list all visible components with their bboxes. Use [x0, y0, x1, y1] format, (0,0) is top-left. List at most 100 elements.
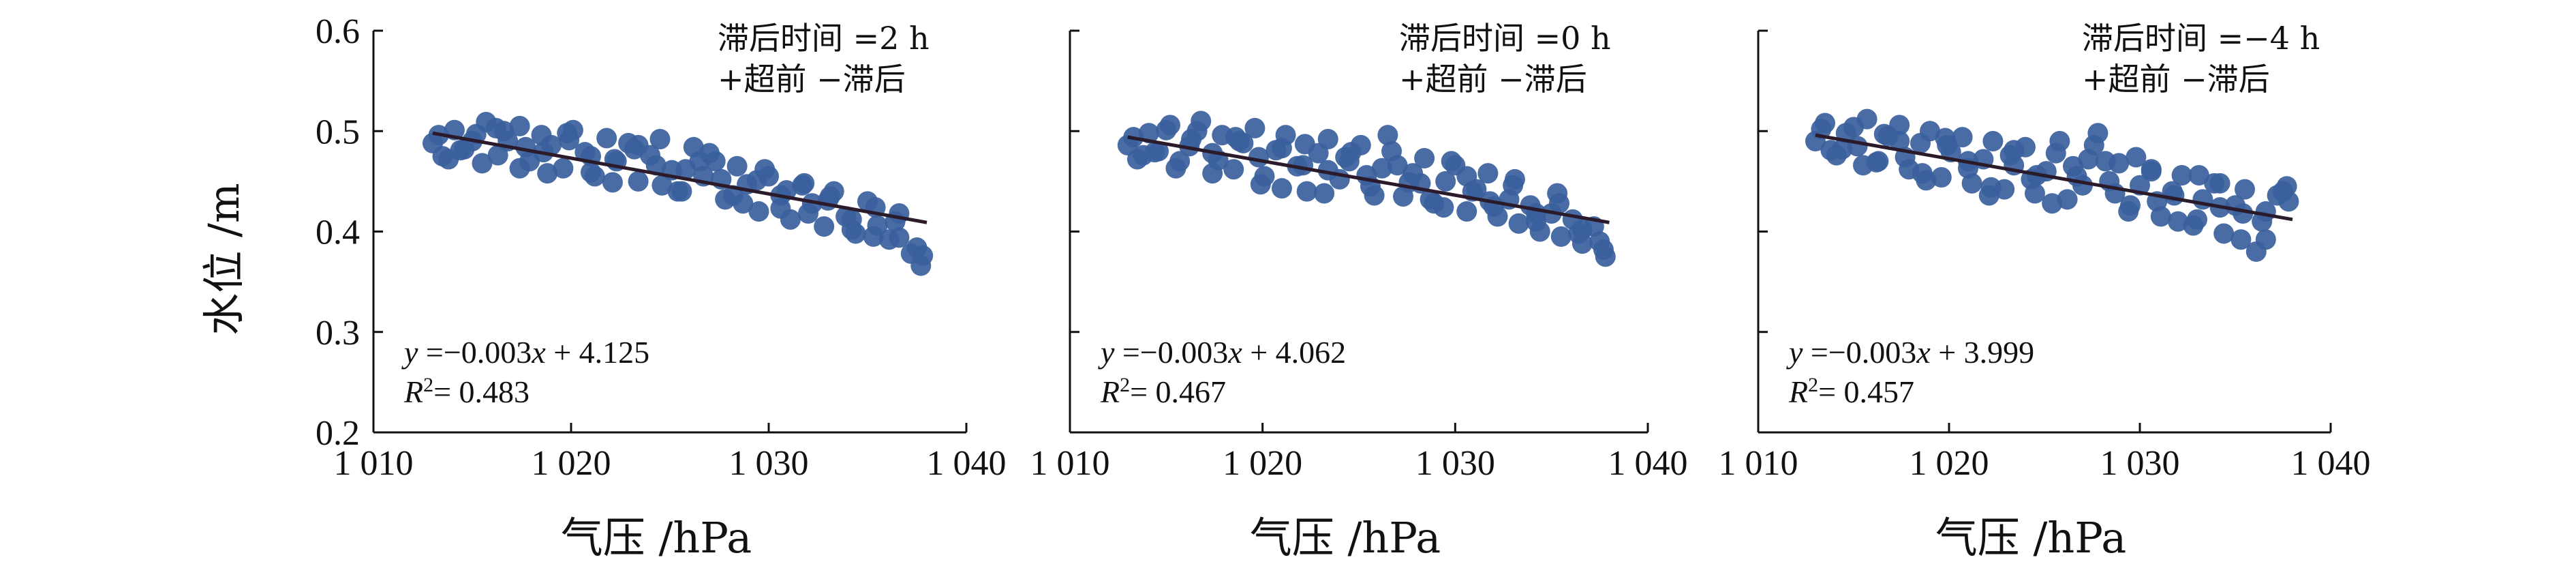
- scatter-point: [770, 198, 791, 219]
- scatter-point: [1186, 121, 1208, 142]
- scatter-point: [1503, 175, 1524, 196]
- lag-time-annotation: 滞后时间 =−4 h: [2082, 20, 2320, 57]
- scatter-point: [628, 170, 649, 192]
- scatter-point: [2278, 191, 2299, 212]
- scatter-point: [2042, 193, 2063, 214]
- scatter-panel-3: 1 010 1 020 1 030 1 040 气压 /hPa 滞后时间 =−4 h +超前…: [1719, 20, 2371, 563]
- scatter-point: [1244, 117, 1266, 138]
- scatter-point: [1820, 140, 1841, 161]
- scatter-point: [913, 245, 934, 266]
- scatter-point: [1225, 127, 1246, 148]
- regression-line: [1815, 133, 2293, 222]
- scatter-point: [2164, 185, 2185, 206]
- scatter-points: [423, 111, 934, 276]
- r-squared: R2= 0.483: [403, 374, 530, 410]
- y-tick-label: 0.5: [316, 113, 360, 151]
- r-squared: R2= 0.457: [1788, 374, 1914, 410]
- y-tick-label: 0.6: [316, 12, 360, 51]
- scatter-point: [794, 173, 815, 194]
- scatter-point: [2049, 130, 2070, 151]
- direction-annotation: +超前 −滞后: [2082, 61, 2270, 98]
- scatter-point: [1477, 163, 1499, 184]
- scatter-point: [2063, 155, 2083, 177]
- scatter-point: [814, 216, 835, 237]
- scatter-point: [1202, 163, 1223, 184]
- scatter-point: [1271, 178, 1292, 199]
- scatter-point: [1165, 158, 1186, 179]
- scatter-point: [645, 155, 666, 176]
- scatter-point: [2213, 223, 2235, 244]
- r-squared: R2= 0.467: [1100, 374, 1226, 410]
- x-tick-label: 1 030: [1415, 444, 1495, 483]
- y-axis-label: 水位 /m: [199, 183, 249, 335]
- scatter-point: [2083, 134, 2104, 155]
- x-axis-label: 气压 /hPa: [561, 513, 752, 563]
- x-tick-label: 1 020: [1910, 444, 1989, 483]
- scatter-point: [1271, 138, 1292, 159]
- scatter-point: [1866, 151, 1887, 173]
- scatter-point: [1248, 147, 1270, 168]
- scatter-point: [1340, 142, 1362, 163]
- scatter-point: [628, 134, 649, 155]
- scatter-point: [1873, 123, 1895, 145]
- scatter-point: [1889, 115, 1910, 136]
- scatter-point: [1314, 183, 1335, 204]
- regression-line: [1127, 135, 1610, 224]
- scatter-point: [1414, 148, 1435, 169]
- scatter-point: [2118, 201, 2139, 222]
- regression-equation: y =−0.003x + 4.125: [401, 335, 649, 370]
- scatter-point: [438, 149, 459, 170]
- scatter-point: [1138, 123, 1159, 144]
- scatter-point: [2004, 140, 2025, 161]
- scatter-point: [1456, 166, 1477, 187]
- scatter-point: [1250, 174, 1271, 195]
- scatter-points: [1117, 110, 1616, 267]
- direction-annotation: +超前 −滞后: [718, 61, 906, 98]
- scatter-point: [1889, 130, 1910, 151]
- x-tick-label: 1 030: [729, 444, 809, 483]
- scatter-point: [746, 170, 767, 191]
- regression-equation: y =−0.003x + 3.999: [1786, 335, 2034, 370]
- lag-time-annotation: 滞后时间 =0 h: [1399, 20, 1611, 57]
- scatter-point: [2188, 165, 2209, 186]
- scatter-point: [1980, 177, 2002, 198]
- direction-annotation: +超前 −滞后: [1399, 61, 1587, 98]
- scatter-point: [596, 128, 617, 149]
- scatter-point: [602, 172, 623, 193]
- x-tick-label: 1 040: [1608, 444, 1688, 483]
- scatter-point: [1156, 119, 1177, 140]
- scatter-point: [722, 185, 743, 206]
- scatter-point: [1317, 129, 1338, 150]
- scatter-point: [1364, 185, 1385, 206]
- scatter-point: [1920, 121, 1940, 142]
- scatter-point: [2209, 173, 2230, 194]
- lag-time-annotation: 滞后时间 =2 h: [718, 20, 930, 57]
- scatter-points: [1805, 108, 2299, 262]
- scatter-point: [667, 181, 688, 202]
- scatter-point: [1931, 166, 1952, 188]
- scatter-point: [1371, 158, 1392, 179]
- x-axis-label: 气压 /hPa: [1935, 513, 2126, 563]
- scatter-point: [1441, 151, 1462, 172]
- scatter-point: [1223, 159, 1244, 180]
- scatter-point: [2168, 211, 2188, 232]
- scatter-point: [553, 158, 574, 179]
- scatter-point: [485, 117, 506, 138]
- scatter-point: [2255, 229, 2276, 250]
- scatter-point: [889, 227, 910, 248]
- scatter-point: [1377, 125, 1398, 146]
- scatter-point: [2141, 161, 2162, 182]
- scatter-point: [1294, 134, 1315, 155]
- scatter-point: [1133, 145, 1154, 166]
- scatter-point: [1387, 155, 1408, 176]
- regression-equation: y =−0.003x + 4.062: [1098, 335, 1346, 370]
- scatter-point: [1433, 197, 1454, 218]
- scatter-point: [1595, 246, 1616, 267]
- scatter-point: [1843, 117, 1864, 138]
- x-tick-label: 1 010: [334, 444, 414, 483]
- scatter-point: [1296, 181, 1317, 202]
- scatter-point: [1935, 128, 1956, 149]
- regression-line: [432, 131, 927, 224]
- scatter-point: [1526, 211, 1547, 232]
- scatter-point: [651, 175, 673, 196]
